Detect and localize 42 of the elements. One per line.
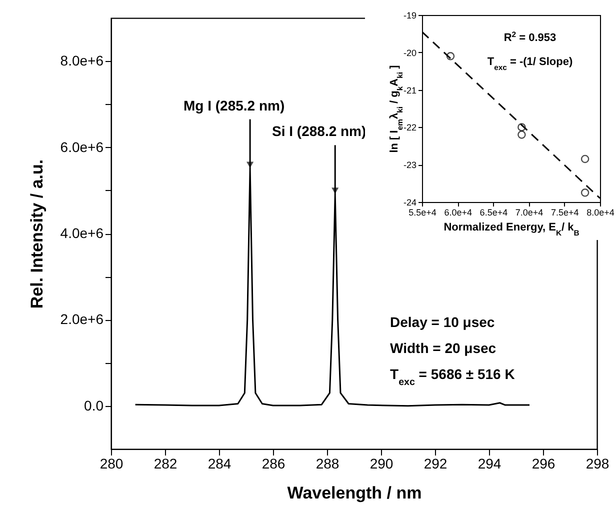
x-tick-label: 288 xyxy=(316,456,340,472)
x-tick-label: 6.0e+4 xyxy=(444,208,472,218)
annotation: R$^{2}$ = 0.953 xyxy=(504,30,556,44)
x-tick-label: 7.5e+4 xyxy=(551,208,579,218)
annotation: Delay = 10 μsec xyxy=(390,314,495,330)
point xyxy=(580,154,590,164)
annotation: T$_{exc}$ = 5686 ± 516 K xyxy=(390,366,515,388)
x-tick-label: 7.0e+4 xyxy=(515,208,544,218)
x-tick-label: 8.0e+4 xyxy=(586,208,614,218)
annotation: Mg I (285.2 nm) xyxy=(183,97,285,114)
annotation: Width = 20 μsec xyxy=(390,340,496,356)
y-tick-label: 6.0e+6 xyxy=(60,138,104,155)
x-tick-label: 296 xyxy=(532,456,556,472)
y-tick-label: -20 xyxy=(403,48,416,58)
x-tick-label: 284 xyxy=(208,456,232,472)
y-tick-label: -24 xyxy=(403,198,416,208)
y-tick-label: -22 xyxy=(403,122,416,133)
point xyxy=(580,188,590,197)
x-tick-label: 280 xyxy=(100,456,124,472)
x-axis-title: Normalized Energy, E$_{K}$/ k$_{B}$ xyxy=(444,222,580,237)
y-axis-title: Rel. Intensity / a.u. xyxy=(27,159,46,309)
x-axis-title: Wavelength / nm xyxy=(287,484,422,502)
x-tick-label: 282 xyxy=(154,456,178,472)
x-tick-label: 298 xyxy=(586,456,610,472)
point xyxy=(446,52,455,60)
y-tick-label: 4.0e+6 xyxy=(60,225,104,241)
point xyxy=(518,123,526,132)
x-tick-label: 6.5e+4 xyxy=(480,208,508,218)
x-tick-label: 5.5e+4 xyxy=(408,208,436,218)
y-tick-label: -21 xyxy=(403,85,416,96)
y-tick-label: -23 xyxy=(403,160,416,170)
y-tick-label: 0.0 xyxy=(84,397,104,414)
x-tick-label: 292 xyxy=(424,456,448,472)
x-tick-label: 294 xyxy=(478,456,502,472)
point xyxy=(518,130,526,139)
y-tick-label: -19 xyxy=(403,10,416,20)
annotation: Si I (288.2 nm) xyxy=(272,123,366,140)
annotation: T$_{exc}$ = -(1/ Slope) xyxy=(487,56,573,72)
x-tick-label: 290 xyxy=(370,456,394,472)
x-tick-label: 286 xyxy=(262,456,286,472)
y-tick-label: 2.0e+6 xyxy=(60,311,104,328)
y-tick-label: 8.0e+6 xyxy=(60,52,104,69)
